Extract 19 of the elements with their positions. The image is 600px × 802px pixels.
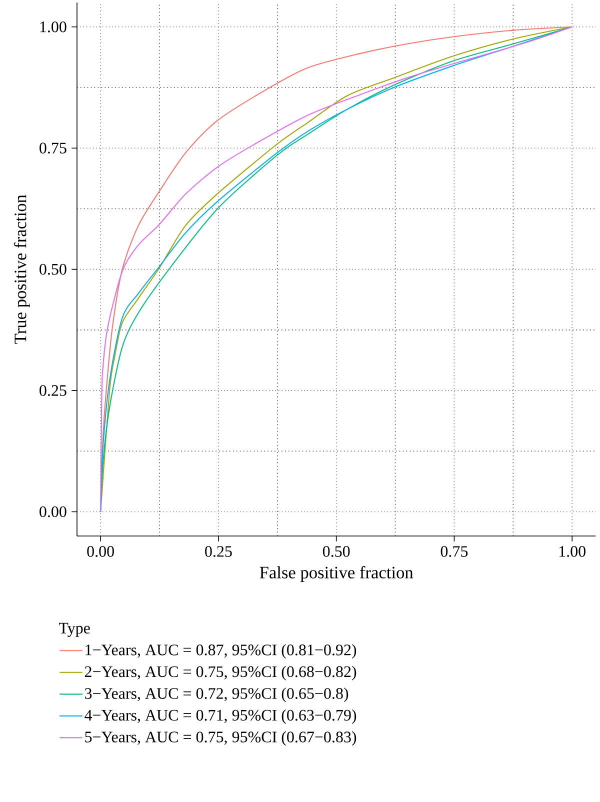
x-tick-label: 0.50 <box>322 546 350 557</box>
x-tick-label: 0.25 <box>205 546 232 557</box>
x-tick-label: 1.00 <box>560 546 586 557</box>
legend-label: 4−Years, AUC = 0.71, 95%CI (0.63−0.79) <box>84 709 356 724</box>
legend-label: 1−Years, AUC = 0.87, 95%CI (0.81−0.92) <box>86 644 356 659</box>
x-tick-label: 0.75 <box>440 546 468 557</box>
y-tick-label: 1.00 <box>40 21 66 32</box>
legend-label: 2−Years, AUC = 0.75, 95%CI (0.68−0.82) <box>84 666 356 680</box>
y-axis-title: True positive fraction <box>14 194 30 344</box>
x-axis-title: False positive fraction <box>260 566 414 582</box>
y-tick-label: 0.25 <box>40 385 66 396</box>
legend-label: 3−Years, AUC = 0.72, 95%CI (0.65−0.8) <box>85 688 348 702</box>
y-tick-label: 0.00 <box>40 506 66 518</box>
y-tick-label: 0.50 <box>40 264 66 275</box>
line-series <box>100 26 573 512</box>
legend-label: 5−Years, AUC = 0.75, 95%CI (0.67−0.83) <box>85 731 356 746</box>
legend-title: Type <box>58 622 90 637</box>
y-tick-label: 0.75 <box>40 142 66 154</box>
x-tick-label: 0.00 <box>87 546 114 557</box>
